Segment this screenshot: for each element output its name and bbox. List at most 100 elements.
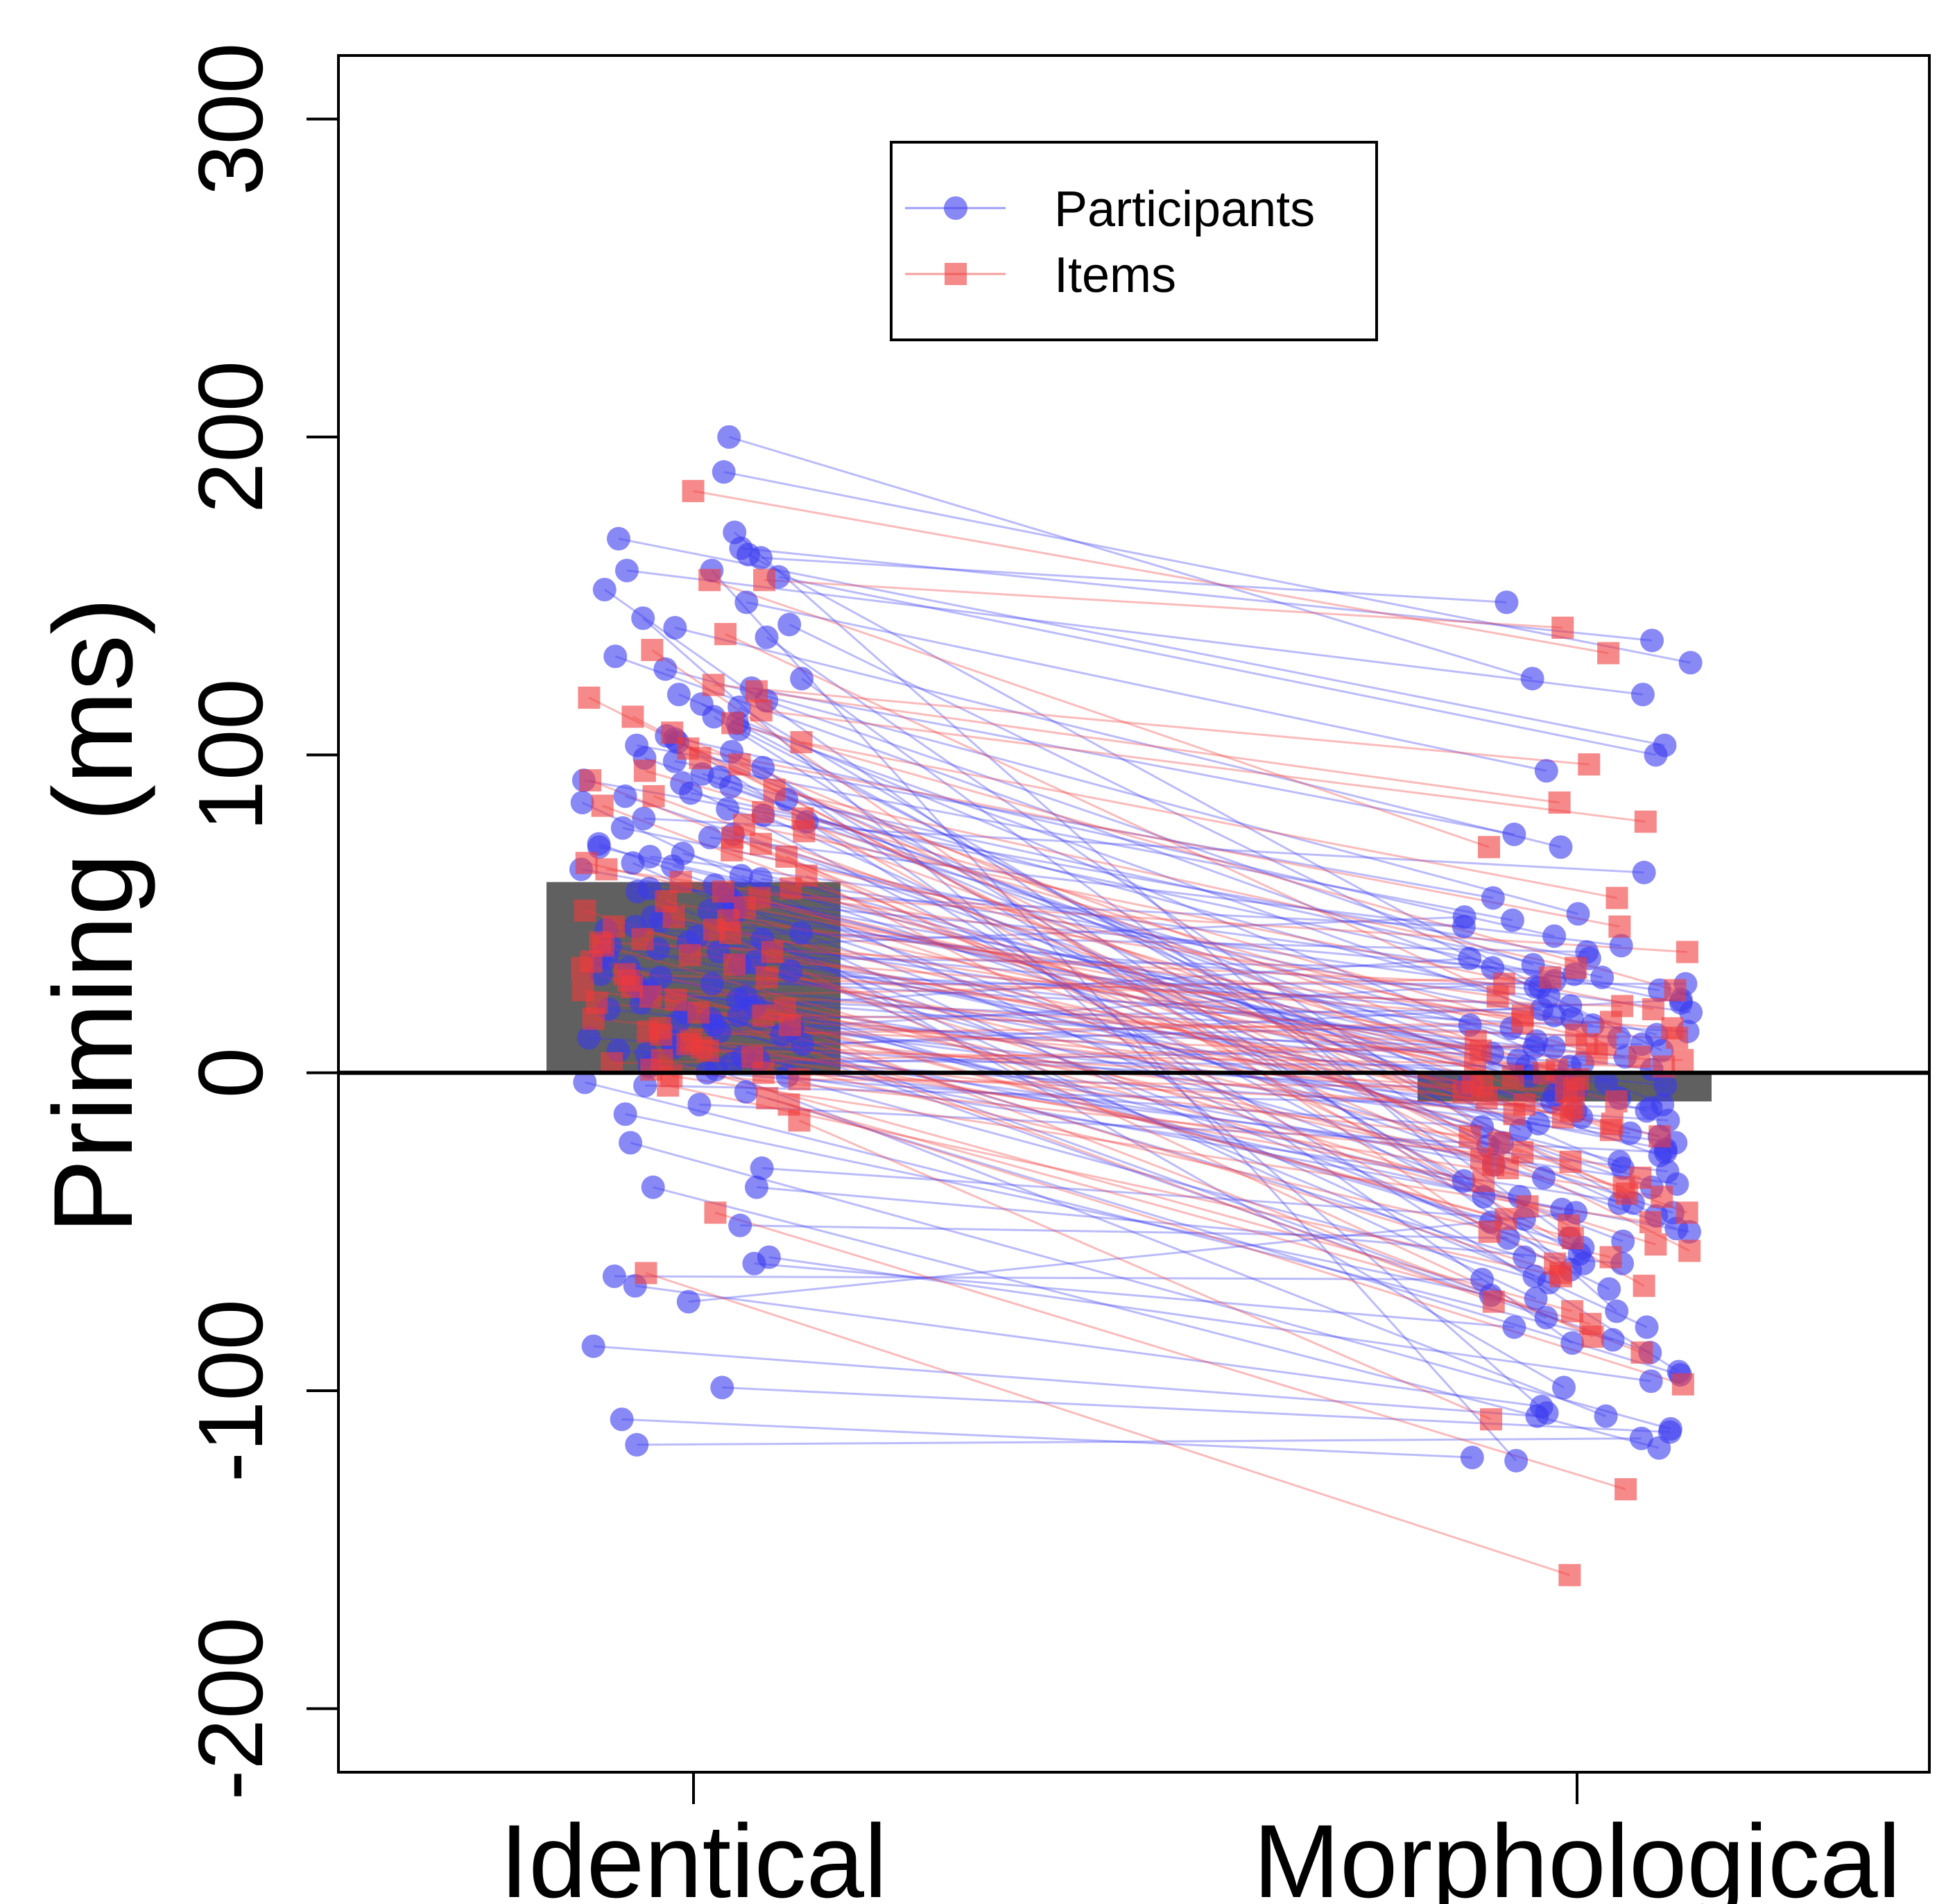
item-point-morphological-23 (1642, 998, 1664, 1020)
item-point-morphological-10 (1664, 979, 1687, 1002)
participant-point-morphological-90 (1618, 1121, 1642, 1145)
item-point-identical-16 (633, 760, 656, 782)
item-line-22 (802, 817, 1645, 1287)
item-point-identical-12 (790, 731, 813, 753)
item-line-63 (593, 1018, 1515, 1115)
item-line-42 (714, 929, 1594, 1338)
participant-line-108 (802, 1024, 1470, 1045)
participant-line-44 (727, 807, 1555, 1049)
participant-line-113 (758, 1058, 1570, 1067)
item-point-morphological-51 (1482, 1290, 1505, 1313)
item-point-morphological-43 (1470, 1039, 1492, 1062)
item-point-morphological-74 (1576, 1033, 1599, 1056)
item-point-identical-62 (752, 1004, 775, 1027)
item-point-identical-14 (689, 746, 712, 769)
participant-point-morphological-50 (1609, 934, 1633, 958)
participant-point-identical-85 (779, 959, 803, 983)
item-line-26 (760, 843, 1544, 1074)
participant-line-24 (713, 716, 1485, 1198)
item-point-morphological-63 (1503, 1103, 1526, 1126)
participant-point-identical-1 (712, 460, 736, 484)
participant-point-identical-135 (710, 1375, 734, 1400)
item-point-identical-30 (595, 858, 618, 881)
item-point-identical-50 (723, 953, 746, 976)
participant-line-30 (636, 744, 1494, 900)
item-point-identical-33 (780, 877, 802, 900)
item-line-76 (763, 1072, 1574, 1109)
participant-point-morphological-86 (1653, 1074, 1678, 1097)
item-point-identical-53 (755, 966, 778, 989)
participant-point-morphological-11 (1534, 759, 1558, 783)
participant-point-identical-14 (663, 616, 687, 640)
item-line-34 (723, 890, 1688, 953)
item-line-8 (761, 709, 1646, 823)
item-point-identical-32 (669, 870, 692, 893)
item-point-identical-58 (664, 988, 687, 1011)
x-category-label-morphological: Morphological (1253, 1803, 1901, 1904)
item-line-67 (661, 1020, 1611, 1036)
participant-point-identical-127 (744, 1175, 768, 1199)
participant-point-morphological-112 (1677, 1219, 1701, 1244)
participant-point-identical-41 (613, 784, 637, 808)
item-line-37 (744, 906, 1476, 1043)
item-point-identical-26 (750, 832, 773, 855)
item-point-morphological-1 (1478, 836, 1501, 859)
participant-line-128 (740, 1224, 1508, 1240)
item-point-morphological-79 (1550, 1265, 1573, 1287)
participant-point-identical-128 (728, 1213, 752, 1237)
item-point-morphological-76 (1562, 1097, 1585, 1120)
item-point-identical-17 (579, 769, 602, 791)
participant-line-39 (730, 785, 1530, 1077)
item-point-identical-38 (574, 899, 596, 922)
item-line-10 (732, 722, 1676, 991)
participant-line-3 (618, 538, 1665, 747)
participant-line-98 (684, 1011, 1547, 1319)
participant-point-identical-67 (698, 898, 722, 923)
participant-point-morphological-102 (1522, 1036, 1547, 1059)
item-point-identical-27 (721, 839, 743, 861)
participant-line-78 (657, 916, 1465, 950)
participant-point-morphological-42 (1590, 966, 1615, 990)
item-point-morphological-6 (1548, 791, 1571, 814)
item-line-28 (786, 855, 1569, 1227)
item-line-71 (707, 1049, 1664, 1067)
legend: Participants Items (890, 141, 1378, 341)
item-point-morphological-61 (1666, 1027, 1689, 1049)
participant-line-17 (665, 668, 1578, 915)
item-point-identical-43 (718, 922, 741, 944)
legend-label-items: Items (1054, 248, 1176, 303)
item-line-35 (759, 897, 1641, 1179)
participant-point-morphological-71 (1526, 1112, 1551, 1135)
participant-line-60 (714, 884, 1660, 1138)
item-line-81 (789, 1104, 1684, 1386)
participant-line-101 (678, 1020, 1562, 1211)
item-point-identical-6 (745, 680, 768, 703)
item-line-12 (801, 741, 1617, 900)
item-point-morphological-7 (1678, 1240, 1701, 1262)
item-point-morphological-80 (1579, 1312, 1602, 1335)
item-line-6 (756, 690, 1560, 804)
item-point-morphological-72 (1651, 1185, 1673, 1208)
participant-point-identical-20 (666, 683, 691, 707)
item-point-morphological-50 (1545, 1058, 1568, 1081)
item-line-31 (805, 875, 1556, 1264)
participant-point-identical-11 (734, 590, 759, 615)
item-line-48 (689, 954, 1673, 1029)
participant-line-19 (751, 687, 1515, 836)
participant-point-morphological-114 (1655, 1159, 1680, 1183)
participant-point-identical-3 (606, 526, 630, 551)
participant-line-133 (688, 1211, 1576, 1303)
item-line-57 (651, 976, 1551, 998)
item-line-50 (734, 963, 1557, 1071)
participant-point-identical-58 (729, 864, 753, 888)
participant-line-5 (748, 554, 1541, 988)
item-line-45 (600, 941, 1504, 985)
participant-point-morphological-78 (1452, 905, 1476, 929)
participant-point-morphological-135 (1657, 1420, 1682, 1444)
participant-point-identical-8 (614, 558, 639, 583)
item-point-identical-7 (578, 686, 601, 709)
participant-point-morphological-34 (1560, 1331, 1585, 1355)
participant-point-morphological-7 (1504, 1448, 1529, 1473)
participant-line-125 (761, 1167, 1524, 1220)
item-point-morphological-78 (1562, 1077, 1585, 1100)
